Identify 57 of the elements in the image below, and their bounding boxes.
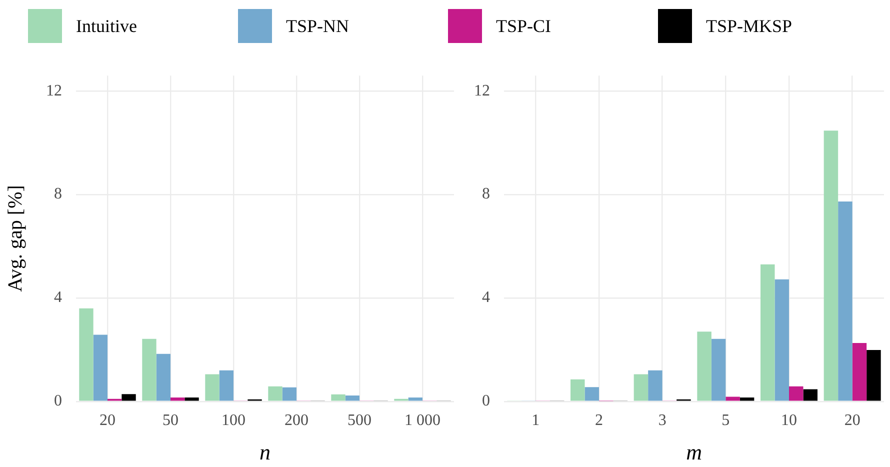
- x-tick-label: 20: [844, 412, 860, 430]
- x-tick-label: 500: [348, 412, 372, 430]
- x-tick-label: 20: [100, 412, 116, 430]
- y-tick-label: 4: [54, 289, 62, 306]
- legend-label: TSP-MKSP: [706, 16, 792, 36]
- bar: [142, 338, 156, 401]
- bar: [740, 398, 754, 401]
- bar: [726, 396, 740, 401]
- bar: [760, 264, 775, 401]
- bar: [408, 398, 422, 401]
- bar: [648, 370, 662, 401]
- x-tick-label: 3: [658, 412, 666, 430]
- bar: [697, 332, 712, 401]
- bar: [774, 279, 789, 401]
- y-axis-title: Avg. gap [%]: [4, 185, 26, 292]
- x-tick-label: 100: [222, 412, 246, 430]
- x-tick-label: 10: [781, 412, 797, 430]
- bar: [122, 394, 136, 401]
- bar: [634, 374, 648, 401]
- x-tick-label: 2: [595, 412, 603, 430]
- bar: [824, 130, 838, 401]
- bar: [282, 387, 296, 401]
- legend-label: TSP-NN: [286, 16, 350, 36]
- y-tick-label: 12: [474, 82, 490, 100]
- x-tick-label: 5: [722, 412, 730, 430]
- bar: [866, 350, 881, 401]
- bar: [79, 308, 94, 401]
- bar: [205, 374, 220, 401]
- bar: [838, 202, 852, 401]
- bar: [268, 386, 282, 401]
- y-tick-label: 4: [482, 289, 490, 306]
- bar: [570, 379, 585, 401]
- bar: [219, 370, 234, 401]
- bar: [331, 394, 346, 401]
- bar: [789, 386, 804, 401]
- y-tick-label: 0: [54, 392, 62, 410]
- bar: [803, 389, 818, 401]
- y-tick-label: 0: [482, 392, 490, 410]
- y-tick-label: 8: [482, 186, 490, 203]
- x-axis-title: m: [686, 440, 702, 465]
- x-tick-label: 200: [284, 412, 308, 430]
- x-tick-label: 50: [162, 412, 178, 430]
- x-tick-label: 1 000: [404, 412, 440, 430]
- y-tick-label: 8: [54, 186, 62, 203]
- bar: [852, 342, 867, 401]
- legend-label: Intuitive: [76, 16, 137, 36]
- bar: [711, 338, 726, 401]
- legend-label: TSP-CI: [496, 16, 552, 36]
- y-tick-label: 12: [46, 82, 62, 100]
- x-tick-label: 1: [532, 412, 540, 430]
- bar: [184, 398, 199, 401]
- bar: [584, 387, 599, 401]
- bar: [156, 354, 170, 401]
- bar: [170, 398, 185, 401]
- x-axis-title: n: [260, 440, 270, 465]
- bar: [93, 334, 108, 401]
- bar: [345, 395, 360, 401]
